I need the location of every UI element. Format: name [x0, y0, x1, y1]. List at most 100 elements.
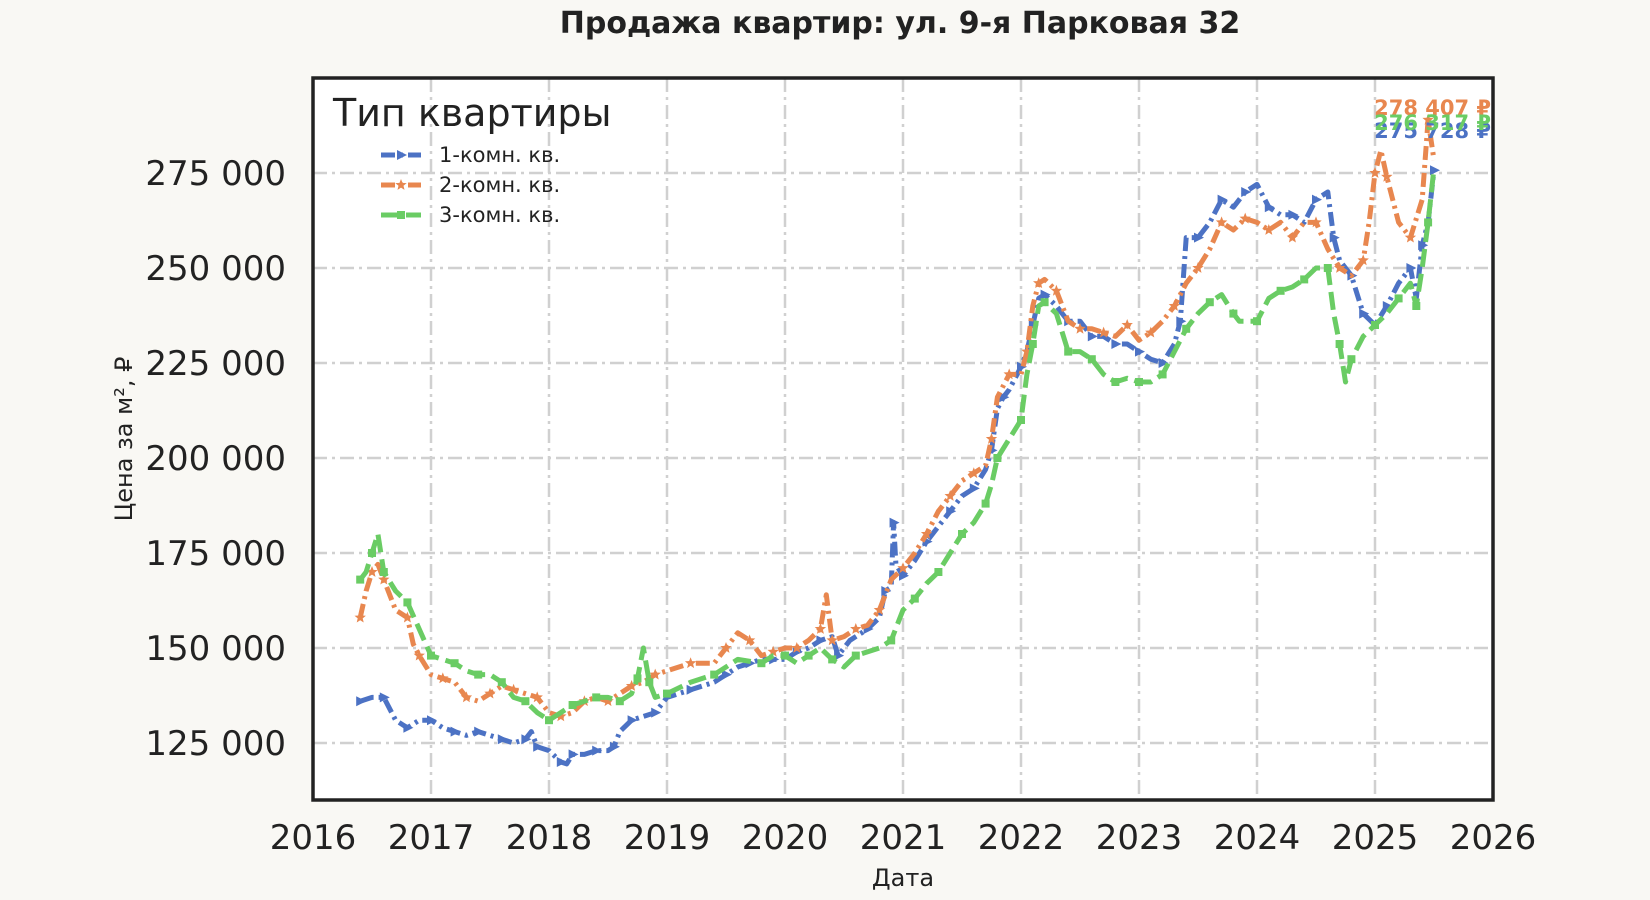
- marker: [1369, 167, 1381, 178]
- marker: [743, 634, 756, 646]
- end-labels: 275 728 ₽278 407 ₽276 317 ₽: [1374, 96, 1491, 143]
- marker: [545, 716, 553, 725]
- marker: [1264, 202, 1275, 213]
- marker: [710, 670, 719, 679]
- marker: [1097, 326, 1110, 338]
- marker: [1145, 326, 1157, 338]
- x-tick-label: 2018: [506, 818, 593, 858]
- x-tick-label: 2017: [388, 818, 475, 858]
- marker: [484, 687, 496, 699]
- marker: [834, 650, 845, 661]
- marker: [602, 695, 614, 707]
- marker: [1017, 361, 1027, 372]
- series-1: [356, 165, 1440, 767]
- marker: [814, 623, 827, 634]
- marker: [1111, 339, 1122, 349]
- marker: [968, 467, 980, 479]
- marker: [1021, 345, 1033, 357]
- marker: [568, 749, 579, 760]
- marker: [1040, 298, 1049, 307]
- legend-label: 1-комн. кв.: [439, 143, 560, 167]
- y-tick-label: 225 000: [145, 344, 286, 384]
- marker: [1381, 170, 1393, 182]
- marker: [531, 691, 543, 703]
- marker: [889, 517, 900, 528]
- marker: [981, 499, 990, 508]
- marker: [1003, 368, 1015, 380]
- marker: [910, 594, 919, 603]
- legend-item: 3-комн. кв.: [381, 203, 560, 227]
- marker: [627, 715, 638, 726]
- marker: [366, 566, 378, 577]
- marker: [1194, 232, 1204, 243]
- plot-border: [311, 76, 1495, 802]
- y-tick-label: 150 000: [145, 629, 286, 669]
- marker: [1135, 378, 1143, 386]
- legend-item: 1-комн. кв.: [381, 143, 560, 167]
- y-tick-label: 200 000: [145, 439, 286, 479]
- series-2: [354, 113, 1437, 722]
- marker: [1158, 370, 1167, 379]
- y-axis: 125 000 150 000 175 000 200 000 225 000 250 0…: [145, 154, 286, 764]
- marker: [767, 645, 779, 657]
- marker: [663, 689, 671, 698]
- marker: [1176, 316, 1187, 327]
- marker: [720, 642, 732, 653]
- marker: [474, 726, 485, 737]
- marker: [1329, 232, 1340, 243]
- series-3: [356, 167, 1437, 725]
- x-tick-label: 2022: [978, 818, 1065, 858]
- marker: [934, 568, 943, 576]
- marker: [497, 678, 506, 687]
- marker: [999, 392, 1010, 403]
- marker: [497, 734, 508, 745]
- marker: [1087, 355, 1096, 364]
- marker: [873, 604, 886, 615]
- marker: [1017, 416, 1025, 424]
- marker: [851, 651, 860, 660]
- marker: [649, 668, 661, 680]
- marker: [1310, 216, 1322, 228]
- marker: [686, 684, 697, 695]
- marker: [1040, 289, 1051, 300]
- x-tick-label: 2019: [624, 818, 711, 858]
- marker: [450, 659, 459, 668]
- marker: [1182, 324, 1191, 333]
- marker: [850, 623, 862, 634]
- marker: [757, 659, 766, 668]
- legend-title: Тип квартиры: [332, 91, 612, 135]
- marker: [722, 669, 732, 680]
- x-tick-label: 2020: [742, 818, 829, 858]
- marker: [1382, 301, 1393, 311]
- marker: [1412, 302, 1421, 310]
- end-label: 276 317 ₽: [1374, 111, 1491, 135]
- marker: [401, 611, 414, 623]
- marker: [507, 683, 520, 695]
- marker: [379, 692, 390, 703]
- marker: [791, 642, 803, 653]
- marker: [427, 651, 435, 660]
- marker: [460, 691, 473, 703]
- y-axis-label: Цена за м², ₽: [110, 357, 138, 522]
- marker: [427, 715, 437, 726]
- marker: [633, 674, 642, 683]
- marker: [1300, 275, 1309, 284]
- end-label: 278 407 ₽: [1374, 96, 1491, 120]
- marker: [556, 757, 567, 767]
- marker: [1371, 321, 1379, 329]
- marker: [969, 483, 980, 494]
- series-line: [357, 117, 1437, 719]
- marker: [899, 570, 909, 581]
- marker: [354, 611, 366, 623]
- marker: [651, 707, 662, 718]
- marker: [1158, 358, 1169, 368]
- marker: [1033, 277, 1045, 289]
- marker: [645, 678, 654, 687]
- marker: [1121, 319, 1133, 330]
- marker: [1288, 209, 1299, 220]
- marker: [368, 549, 376, 557]
- marker: [1050, 284, 1063, 296]
- marker: [555, 710, 567, 722]
- x-tick-label: 2016: [270, 818, 357, 858]
